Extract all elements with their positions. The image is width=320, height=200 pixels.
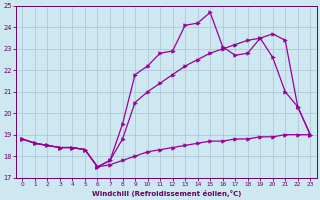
X-axis label: Windchill (Refroidissement éolien,°C): Windchill (Refroidissement éolien,°C) (92, 190, 241, 197)
